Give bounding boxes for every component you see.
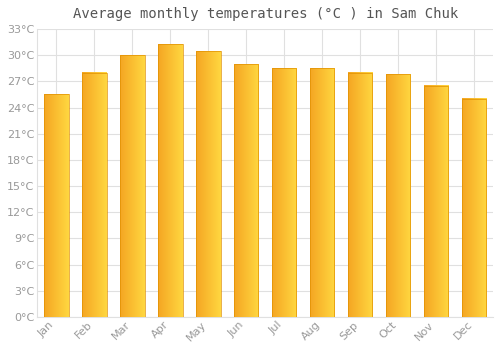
Bar [462,99,486,317]
Bar [310,68,334,317]
Bar [82,73,106,317]
Bar [424,86,448,317]
Bar [234,64,258,317]
Bar [386,75,410,317]
Bar [272,68,296,317]
Bar [44,94,68,317]
Bar [120,55,144,317]
Title: Average monthly temperatures (°C ) in Sam Chuk: Average monthly temperatures (°C ) in Sa… [72,7,458,21]
Bar [348,73,372,317]
Bar [196,51,220,317]
Bar [158,44,182,317]
